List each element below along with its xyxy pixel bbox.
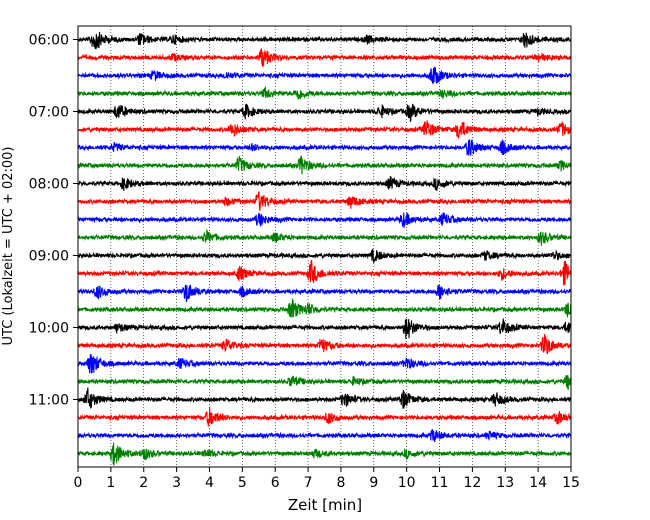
x-tick-label: 7 [304, 475, 313, 491]
x-tick-label: 4 [205, 475, 214, 491]
seismic-trace [77, 387, 572, 409]
x-tick-label: 3 [172, 475, 181, 491]
x-tick-label: 13 [496, 475, 514, 491]
x-tick-label: 9 [369, 475, 378, 491]
y-axis-ticks: 06:00 07:00 08:00 09:00 10:00 11:00 [29, 33, 78, 409]
seismic-trace [77, 139, 572, 156]
seismic-trace [77, 212, 572, 228]
y-tick-label: 11:00 [29, 393, 69, 409]
x-tick-label: 1 [106, 475, 115, 491]
seismic-trace [77, 442, 572, 466]
y-tick-label: 08:00 [29, 177, 69, 193]
seismic-trace [77, 248, 572, 263]
seismic-traces [77, 31, 572, 466]
seismic-trace [77, 284, 572, 303]
y-tick-label: 06:00 [29, 33, 69, 49]
y-tick-label: 09:00 [29, 249, 69, 265]
x-tick-label: 2 [139, 475, 148, 491]
y-tick-label: 07:00 [29, 105, 69, 121]
x-tick-label: 6 [271, 475, 280, 491]
seismic-trace [77, 353, 572, 374]
seismic-trace [77, 31, 572, 50]
seismic-trace [77, 259, 572, 286]
seismic-trace [77, 428, 572, 443]
seismic-trace [77, 47, 572, 67]
seismic-trace [77, 297, 572, 318]
seismic-trace [77, 228, 572, 246]
x-tick-label: 10 [398, 475, 416, 491]
seismic-trace [77, 103, 572, 123]
seismic-trace [77, 120, 572, 139]
seismic-trace [77, 191, 572, 211]
plot-frame [77, 25, 572, 468]
seismic-trace [77, 155, 572, 175]
seismic-trace [77, 66, 572, 84]
seismic-trace [77, 374, 572, 391]
x-tick-label: 15 [562, 475, 580, 491]
seismic-trace [77, 86, 572, 100]
x-tick-label: 12 [463, 475, 481, 491]
x-axis-label: Zeit [min] [288, 496, 362, 514]
x-tick-label: 5 [238, 475, 247, 491]
seismic-trace [77, 318, 572, 339]
x-tick-label: 0 [74, 475, 83, 491]
x-tick-label: 11 [431, 475, 449, 491]
x-tick-label: 8 [336, 475, 345, 491]
x-tick-label: 14 [529, 475, 547, 491]
seismic-trace [77, 406, 572, 427]
y-axis-label: UTC (Lokalzeit = UTC + 02:00) [1, 147, 16, 346]
y-tick-label: 10:00 [29, 321, 69, 337]
seismic-trace [77, 333, 572, 355]
seismic-trace [77, 176, 572, 192]
x-axis-ticks: 0 1 2 3 4 5 6 7 8 9 10 11 12 13 14 15 [74, 467, 580, 491]
